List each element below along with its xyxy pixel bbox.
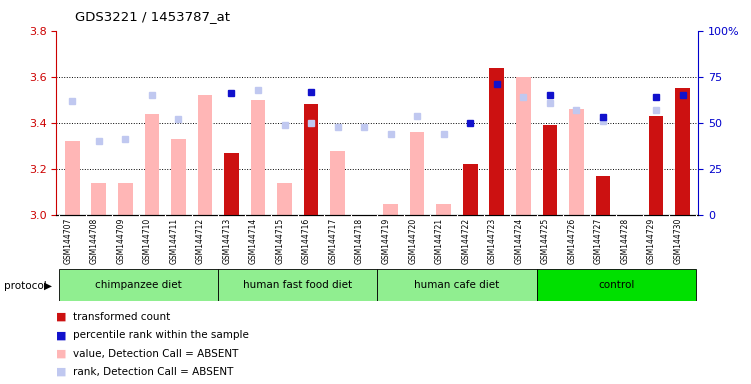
Text: GSM144723: GSM144723 — [488, 218, 496, 264]
Bar — [277, 183, 292, 215]
Text: ■: ■ — [56, 330, 67, 340]
Text: GSM144726: GSM144726 — [567, 218, 576, 264]
Bar — [251, 100, 265, 215]
Bar — [649, 123, 663, 215]
Text: ■: ■ — [56, 367, 67, 377]
Text: GSM144713: GSM144713 — [222, 218, 231, 264]
Bar — [303, 104, 318, 215]
Text: value, Detection Call = ABSENT: value, Detection Call = ABSENT — [73, 349, 238, 359]
Bar — [330, 151, 345, 215]
Text: GSM144730: GSM144730 — [674, 218, 683, 264]
Text: GSM144725: GSM144725 — [541, 218, 550, 264]
Bar — [59, 269, 219, 301]
Bar — [219, 269, 377, 301]
Bar — [224, 153, 239, 215]
Text: GSM144712: GSM144712 — [196, 218, 205, 264]
Text: rank, Detection Call = ABSENT: rank, Detection Call = ABSENT — [73, 367, 234, 377]
Text: GSM144708: GSM144708 — [90, 218, 99, 264]
Bar — [92, 183, 106, 215]
Text: ▶: ▶ — [44, 281, 52, 291]
Text: percentile rank within the sample: percentile rank within the sample — [73, 330, 249, 340]
Text: GSM144722: GSM144722 — [461, 218, 470, 264]
Bar — [516, 77, 531, 215]
Text: GSM144709: GSM144709 — [116, 218, 125, 264]
Bar — [436, 204, 451, 215]
Bar — [383, 204, 398, 215]
Bar — [171, 139, 185, 215]
Text: human cafe diet: human cafe diet — [415, 280, 499, 290]
Text: human fast food diet: human fast food diet — [243, 280, 352, 290]
Text: GSM144729: GSM144729 — [647, 218, 656, 264]
Bar — [490, 68, 504, 215]
Text: ■: ■ — [56, 349, 67, 359]
Bar — [198, 95, 213, 215]
Text: GSM144724: GSM144724 — [514, 218, 523, 264]
Text: GSM144714: GSM144714 — [249, 218, 258, 264]
Bar — [377, 269, 536, 301]
Text: chimpanzee diet: chimpanzee diet — [95, 280, 182, 290]
Bar — [542, 125, 557, 215]
Bar — [649, 116, 663, 215]
Text: ■: ■ — [56, 312, 67, 322]
Bar — [569, 109, 584, 215]
Text: GSM144715: GSM144715 — [276, 218, 285, 264]
Text: GSM144720: GSM144720 — [409, 218, 417, 264]
Text: GSM144721: GSM144721 — [435, 218, 444, 264]
Text: GSM144719: GSM144719 — [382, 218, 391, 264]
Bar — [144, 114, 159, 215]
Text: GSM144707: GSM144707 — [63, 218, 72, 264]
Text: transformed count: transformed count — [73, 312, 170, 322]
Bar — [536, 269, 695, 301]
Bar — [410, 132, 424, 215]
Text: GSM144716: GSM144716 — [302, 218, 311, 264]
Text: GSM144711: GSM144711 — [170, 218, 179, 264]
Text: GSM144718: GSM144718 — [355, 218, 364, 264]
Bar — [118, 183, 133, 215]
Bar — [675, 88, 690, 215]
Text: GSM144717: GSM144717 — [329, 218, 338, 264]
Text: GSM144728: GSM144728 — [620, 218, 629, 264]
Text: control: control — [598, 280, 635, 290]
Text: GDS3221 / 1453787_at: GDS3221 / 1453787_at — [75, 10, 230, 23]
Bar — [463, 164, 478, 215]
Bar — [65, 141, 80, 215]
Text: GSM144727: GSM144727 — [594, 218, 603, 264]
Bar — [596, 176, 611, 215]
Text: GSM144710: GSM144710 — [143, 218, 152, 264]
Text: protocol: protocol — [4, 281, 47, 291]
